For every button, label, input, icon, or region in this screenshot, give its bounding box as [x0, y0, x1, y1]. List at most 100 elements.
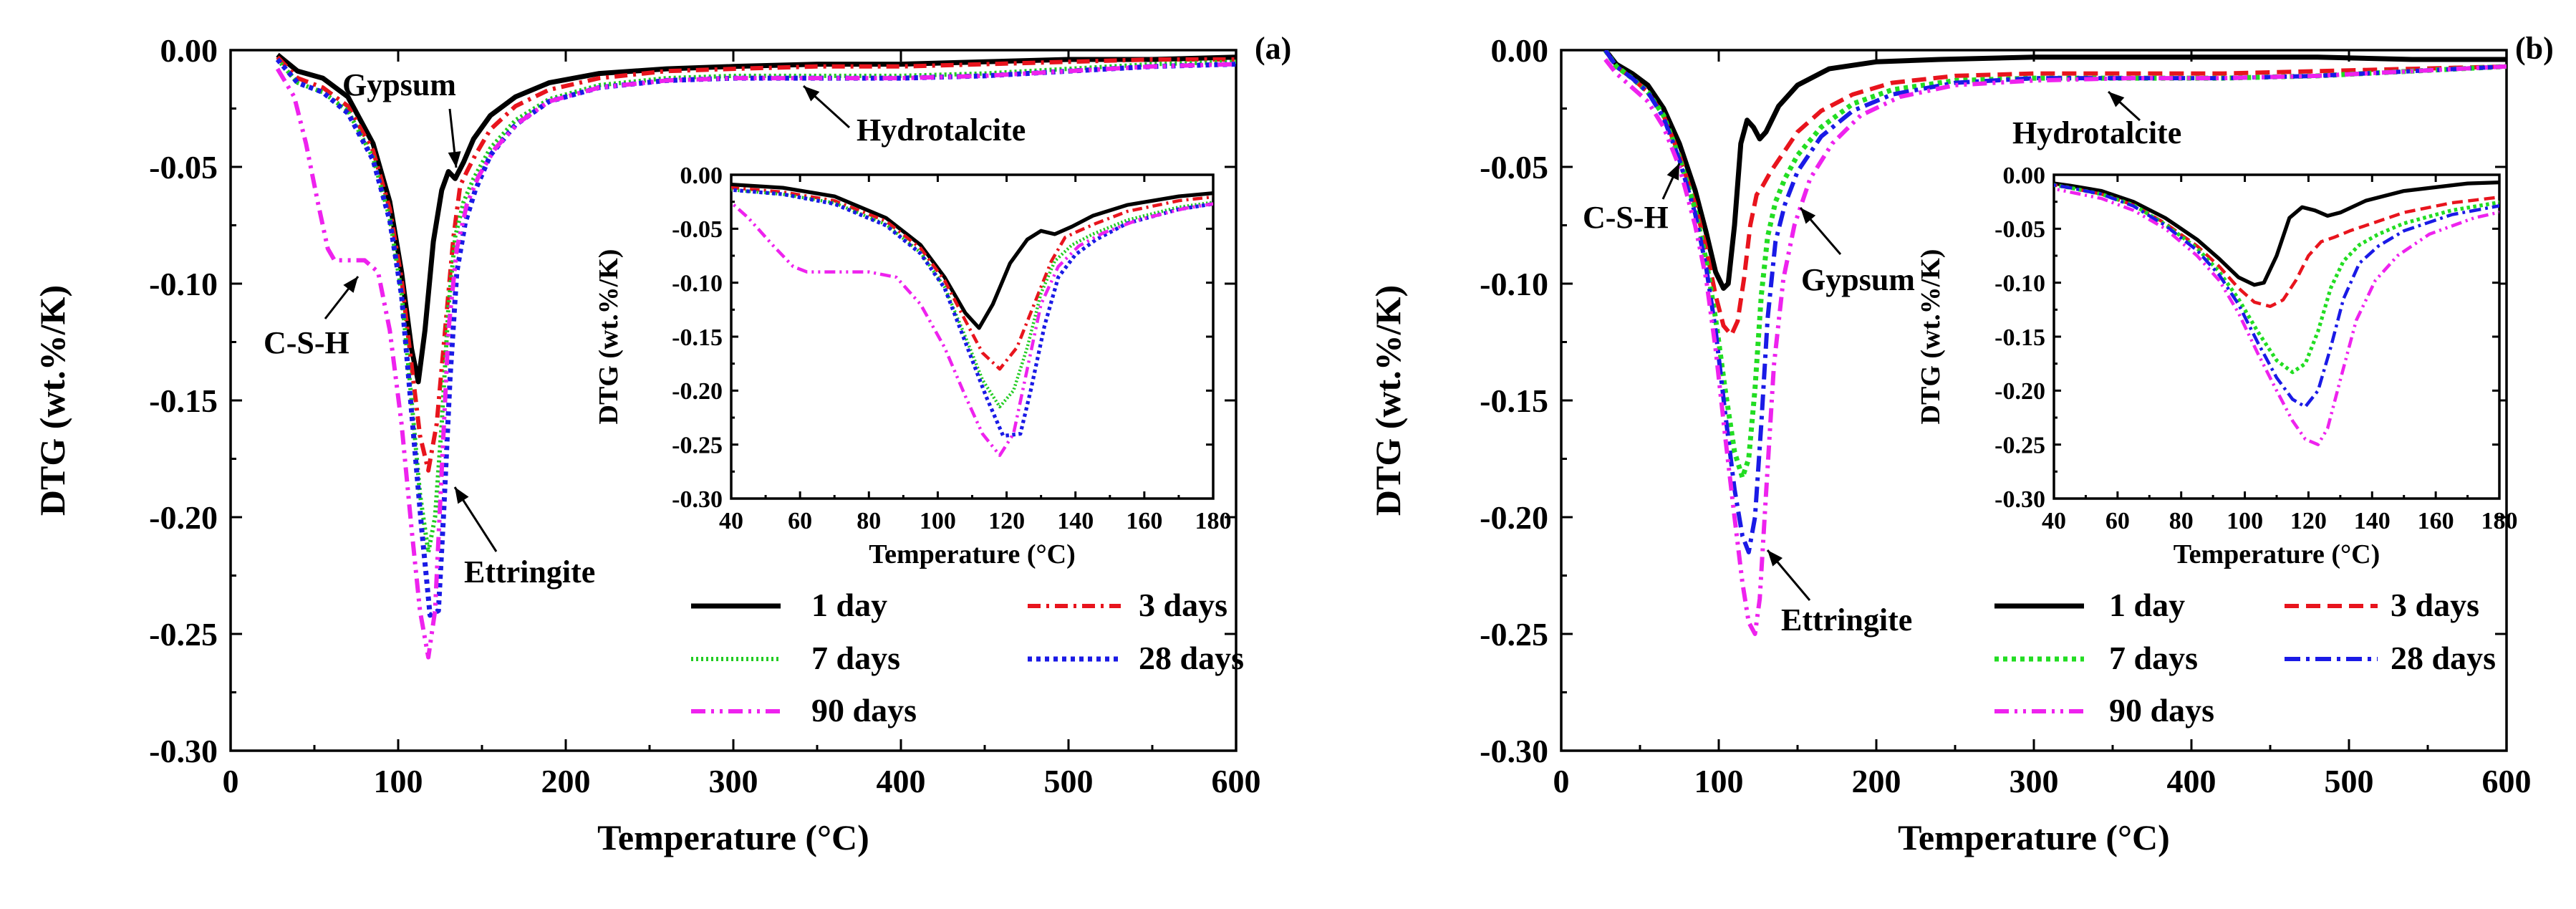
arrow-head-icon [448, 151, 461, 168]
panel-a-main-y-tick-label: -0.15 [149, 383, 218, 419]
panel-a-inset-series-1-day [731, 182, 1213, 330]
panel-a-inset-x-tick-label: 80 [857, 508, 881, 534]
arrow-head-icon [343, 276, 358, 293]
panel-a-inset-x-tick-label: 180 [1195, 508, 1232, 534]
panel-a-main-y-tick-label: -0.05 [149, 149, 218, 186]
panel-b-main-x-tick-label: 300 [2010, 763, 2059, 799]
arrow-head-icon [1800, 208, 1816, 224]
panel-b-main-axes: 0 100 200 300 400 500 600 0.00 -0.05 -0.10 -0.15 -0… [1368, 32, 2532, 857]
panel-b-main-y-tick-label: -0.05 [1480, 149, 1548, 186]
panel-a-main-series-90-days [275, 62, 1236, 660]
panel-a-inset-y-axis-title: DTG (wt.%/K) [594, 249, 624, 425]
panel-a-main-x-axis-title: Temperature (°C) [597, 817, 869, 857]
panel-a-inset-y-tick-label: -0.25 [672, 433, 723, 459]
panel-a-main-series-3-days [276, 55, 1236, 473]
panel-b-main-y-tick-label: -0.10 [1480, 266, 1548, 302]
panel-b-inset-x-tick-label: 180 [2481, 508, 2518, 534]
panel-b-main-x-tick-label: 600 [2482, 763, 2532, 799]
annotation-label: Hydrotalcite [2012, 115, 2181, 150]
panel-b-inset-x-tick-label: 80 [2169, 508, 2194, 534]
panel-a-legend: 1 day 3 days 7 days 28 days 90 days [691, 587, 1244, 728]
panel-a-label: (a) [1255, 31, 1291, 66]
panel-b-label: (b) [2515, 31, 2554, 66]
panel-b-main-x-tick-label: 100 [1694, 763, 1744, 799]
panel-b-inset-y-tick-label: -0.05 [1994, 216, 2045, 243]
panel-a-inset-x-tick-label: 140 [1057, 508, 1094, 534]
panel-a-annotation-hydrotalcite: Hydrotalcite [802, 85, 1026, 148]
annotation-label: C-S-H [1583, 200, 1669, 235]
panel-b-inset-axes: 40 60 80 100 120 140 160 180 0.00 -0.05 -0.10 -0.15… [1916, 163, 2518, 569]
panel-a-inset-y-tick-label: -0.30 [672, 486, 723, 513]
panel-a-annotation-gypsum: Gypsum [342, 67, 461, 168]
panel-a-main-y-tick-label: -0.30 [149, 733, 218, 769]
legend-label-7-days: 7 days [811, 640, 900, 676]
panel-b-inset-series-28-days [2054, 183, 2499, 409]
legend-label-28-days: 28 days [2391, 640, 2496, 676]
arrow-head-icon [804, 86, 820, 102]
arrow-head-icon [1767, 550, 1783, 567]
annotation-label: Gypsum [342, 67, 456, 102]
panel-a-inset-x-tick-label: 100 [920, 508, 956, 534]
panel-b-inset-background [2054, 175, 2499, 499]
annotation-label: Ettringite [464, 554, 595, 590]
annotation-label: Hydrotalcite [857, 112, 1026, 148]
panel-b-inset-y-tick-label: -0.10 [1994, 271, 2045, 297]
panel-a-main-y-tick-label: 0.00 [160, 32, 218, 69]
panel-b-annotation-c-s-h: C-S-H [1583, 163, 1681, 235]
annotation-label: C-S-H [264, 325, 349, 360]
panel-a-inset-y-tick-label: 0.00 [680, 163, 723, 189]
panel-b-main-y-tick-label: 0.00 [1491, 32, 1549, 69]
legend-label-90-days: 90 days [2109, 692, 2214, 728]
panel-a-inset-x-tick-label: 60 [788, 508, 812, 534]
panel-a-inset-x-tick-label: 160 [1126, 508, 1162, 534]
panel-b-main-x-tick-label: 500 [2325, 763, 2374, 799]
panel-b-inset-x-tick-label: 100 [2227, 508, 2263, 534]
panel-a-inset-y-tick-label: -0.05 [672, 216, 723, 243]
panel-b-inset-x-axis-title: Temperature (°C) [2174, 539, 2380, 569]
panel-a-main-x-tick-label: 500 [1044, 763, 1094, 799]
panel-b-inset-x-tick-label: 140 [2354, 508, 2391, 534]
panel-b-annotation-gypsum: Gypsum [1799, 207, 1915, 297]
panel-a-annotation-c-s-h: C-S-H [264, 276, 360, 360]
panel-b-inset-series-7-days [2054, 183, 2499, 375]
panel-b-inset-y-tick-label: -0.15 [1994, 324, 2045, 351]
panel-b-inset-x-tick-label: 120 [2290, 508, 2327, 534]
panel-a-main-y-axis-title: DTG (wt.%/K) [32, 285, 72, 516]
panel-b-main-x-tick-label: 400 [2167, 763, 2216, 799]
panel-b-inset-x-tick-label: 60 [2105, 508, 2130, 534]
panel-b-inset-y-tick-label: -0.25 [1994, 433, 2045, 459]
panel-a-main-y-tick-label: -0.20 [149, 499, 218, 536]
panel-a-main-x-tick-label: 200 [541, 763, 591, 799]
legend-label-3-days: 3 days [1139, 587, 1227, 623]
panel-a-inset-axes: 40 60 80 100 120 140 160 180 0.00 -0.05 -0.10 -0.15… [594, 163, 1232, 569]
panel-a-inset-x-axis-title: Temperature (°C) [869, 539, 1076, 569]
panel-b-inset-series [2054, 180, 2499, 446]
legend-label-7-days: 7 days [2109, 640, 2198, 676]
panel-b-annotation-hydrotalcite: Hydrotalcite [2012, 90, 2181, 150]
panel-b-inset-series-1-day [2054, 180, 2499, 287]
panel-a-inset-y-tick-label: -0.20 [672, 378, 723, 405]
panel-b-inset-y-tick-label: -0.30 [1994, 486, 2045, 513]
panel-a-inset-y-tick-label: -0.10 [672, 271, 723, 297]
panel-b-main-y-tick-label: -0.30 [1480, 733, 1548, 769]
panel-a-main-series-28-days [275, 57, 1236, 618]
panel-a-main-x-tick-label: 400 [877, 763, 926, 799]
panel-b-inset-y-tick-label: -0.20 [1994, 378, 2045, 405]
panel-a-main-x-tick-label: 0 [223, 763, 239, 799]
panel-a-main-y-tick-label: -0.25 [149, 616, 218, 653]
panel-b-main-series-90-days [1603, 58, 2507, 636]
annotation-label: Gypsum [1801, 262, 1915, 297]
panel-a-main-series-1-day [276, 52, 1236, 385]
annotation-label: Ettringite [1781, 602, 1912, 638]
panel-b-main-y-axis-title: DTG (wt.%/K) [1368, 285, 1408, 516]
panel-b-main-y-tick-label: -0.25 [1480, 616, 1548, 653]
arrow-head-icon [1666, 163, 1679, 181]
panel-a-annotation-ettringite: Ettringite [453, 486, 595, 590]
panel-b-main-series [1603, 50, 2507, 636]
panel-b-annotation-ettringite: Ettringite [1766, 549, 1912, 638]
panel-b-main-y-tick-label: -0.15 [1480, 383, 1548, 419]
panel-b-main-y-tick-label: -0.20 [1480, 499, 1548, 536]
legend-label-1-day: 1 day [2109, 587, 2185, 623]
panel-a-inset-x-tick-label: 40 [719, 508, 743, 534]
